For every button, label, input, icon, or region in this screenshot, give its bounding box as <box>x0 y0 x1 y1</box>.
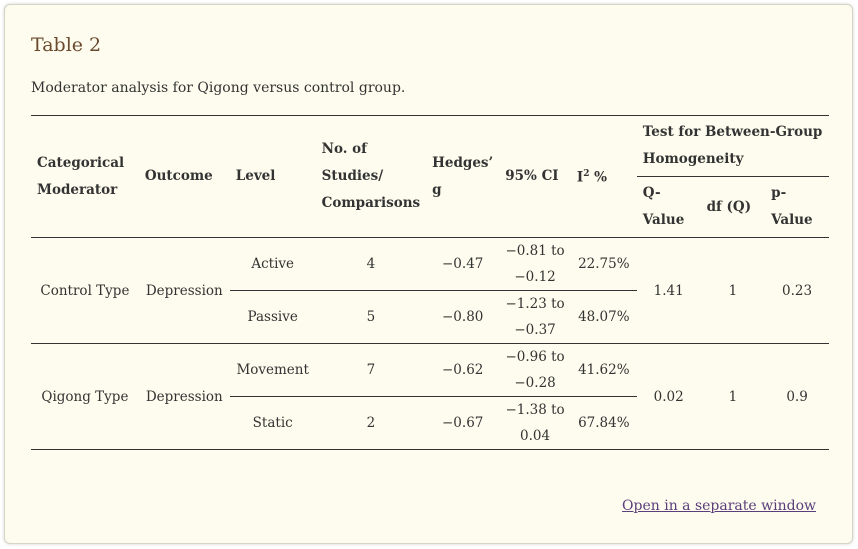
studies-cell: 2 <box>315 396 427 450</box>
ci-cell: −1.38 to 0.04 <box>499 396 571 450</box>
header-q-value: Q-Value <box>636 176 701 238</box>
hedges-cell: −0.67 <box>426 396 500 450</box>
studies-cell: 4 <box>315 237 427 291</box>
outcome-cell: Depression <box>145 282 223 299</box>
header-studies: No. of Studies/ Comparisons <box>315 115 427 238</box>
level-cell: Static <box>229 396 316 450</box>
header-i2: I2 % <box>570 115 637 238</box>
header-outcome: Outcome <box>138 115 230 238</box>
level-cell: Movement <box>229 343 316 397</box>
hedges-cell: −0.47 <box>426 237 500 291</box>
hedges-cell: −0.80 <box>442 309 484 325</box>
moderator-cell: Qigong Type <box>31 343 139 450</box>
q-value-cell: 0.02 <box>636 343 701 450</box>
ci-cell: −0.96 to −0.28 <box>499 343 571 397</box>
i2-cell: 67.84% <box>570 396 637 450</box>
level-cell: Passive <box>247 309 298 325</box>
header-categorical-moderator: Categorical Moderator <box>31 115 139 238</box>
p-value-cell: 0.23 <box>782 282 813 299</box>
i2-cell: 41.62% <box>570 343 637 397</box>
level-cell: Active <box>229 237 316 291</box>
moderator-table: Categorical Moderator Outcome Level No. … <box>31 115 829 450</box>
ci-cell: −1.23 to −0.37 <box>505 296 565 338</box>
q-value-cell: 1.41 <box>653 282 684 299</box>
hedges-cell: −0.62 <box>426 343 500 397</box>
moderator-cell: Control Type <box>40 282 130 299</box>
ci-cell: −0.81 to −0.12 <box>499 237 571 291</box>
header-homogeneity-test: Test for Between-Group Homogeneity <box>636 115 829 177</box>
table-caption: Moderator analysis for Qigong versus con… <box>31 80 406 96</box>
table-title: Table 2 <box>31 34 102 56</box>
p-value-cell: 0.9 <box>765 343 829 450</box>
header-hedges-g: Hedges’ g <box>426 115 500 238</box>
header-level: Level <box>229 115 316 238</box>
table-card: Table 2 Moderator analysis for Qigong ve… <box>4 4 853 544</box>
i2-cell: 48.07% <box>578 309 630 325</box>
header-p-value: p-Value <box>765 176 829 238</box>
header-df-q: df (Q) <box>700 176 766 238</box>
header-ci: 95% CI <box>499 115 571 238</box>
open-separate-window-link[interactable]: Open in a separate window <box>622 498 816 514</box>
df-cell: 1 <box>700 343 766 450</box>
studies-cell: 5 <box>366 309 376 325</box>
studies-cell: 7 <box>315 343 427 397</box>
i2-cell: 22.75% <box>570 237 637 291</box>
df-cell: 1 <box>728 282 738 299</box>
outcome-cell: Depression <box>138 343 230 450</box>
